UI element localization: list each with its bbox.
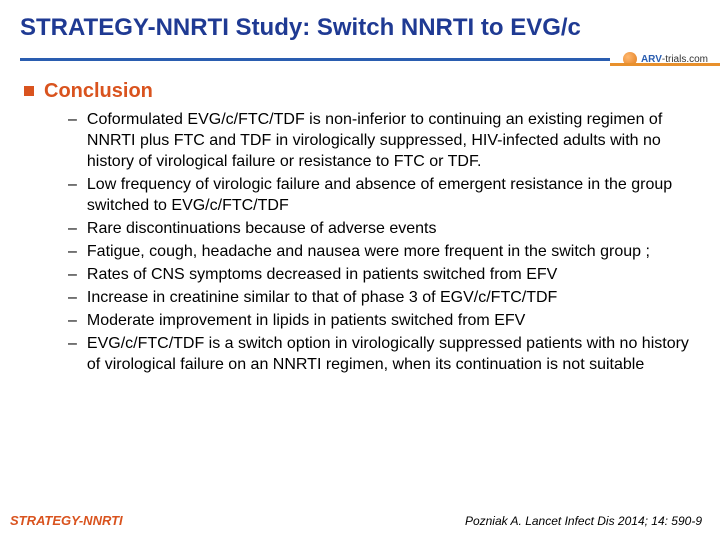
footer-study-name: STRATEGY-NNRTI <box>10 513 123 528</box>
list-item: –Rates of CNS symptoms decreased in pati… <box>68 264 692 285</box>
list-item: –Rare discontinuations because of advers… <box>68 218 692 239</box>
section-heading: Conclusion <box>44 80 153 103</box>
dash-icon: – <box>68 109 77 130</box>
footer: STRATEGY-NNRTI Pozniak A. Lancet Infect … <box>0 513 720 528</box>
dash-icon: – <box>68 174 77 195</box>
bullet-list: –Coformulated EVG/c/FTC/TDF is non-infer… <box>24 109 696 375</box>
dash-icon: – <box>68 218 77 239</box>
list-item: –Coformulated EVG/c/FTC/TDF is non-infer… <box>68 109 692 172</box>
dash-icon: – <box>68 333 77 354</box>
bullet-text: Rare discontinuations because of adverse… <box>87 218 437 239</box>
list-item: –Fatigue, cough, headache and nausea wer… <box>68 241 692 262</box>
square-bullet-icon <box>24 86 34 96</box>
dash-icon: – <box>68 310 77 331</box>
section-heading-row: Conclusion <box>24 80 696 103</box>
dash-icon: – <box>68 287 77 308</box>
bullet-text: Coformulated EVG/c/FTC/TDF is non-inferi… <box>87 109 692 172</box>
footer-citation: Pozniak A. Lancet Infect Dis 2014; 14: 5… <box>465 514 702 528</box>
slide-title: STRATEGY-NNRTI Study: Switch NNRTI to EV… <box>20 14 700 42</box>
content-area: Conclusion –Coformulated EVG/c/FTC/TDF i… <box>0 66 720 375</box>
dash-icon: – <box>68 264 77 285</box>
bullet-text: Increase in creatinine similar to that o… <box>87 287 557 308</box>
dash-icon: – <box>68 241 77 262</box>
divider-blue <box>20 58 610 61</box>
list-item: –EVG/c/FTC/TDF is a switch option in vir… <box>68 333 692 375</box>
bullet-text: Fatigue, cough, headache and nausea were… <box>87 241 650 262</box>
bullet-text: EVG/c/FTC/TDF is a switch option in viro… <box>87 333 692 375</box>
bullet-text: Moderate improvement in lipids in patien… <box>87 310 525 331</box>
list-item: –Moderate improvement in lipids in patie… <box>68 310 692 331</box>
list-item: –Increase in creatinine similar to that … <box>68 287 692 308</box>
bullet-text: Low frequency of virologic failure and a… <box>87 174 692 216</box>
divider-orange <box>610 63 720 66</box>
bullet-text: Rates of CNS symptoms decreased in patie… <box>87 264 557 285</box>
list-item: –Low frequency of virologic failure and … <box>68 174 692 216</box>
